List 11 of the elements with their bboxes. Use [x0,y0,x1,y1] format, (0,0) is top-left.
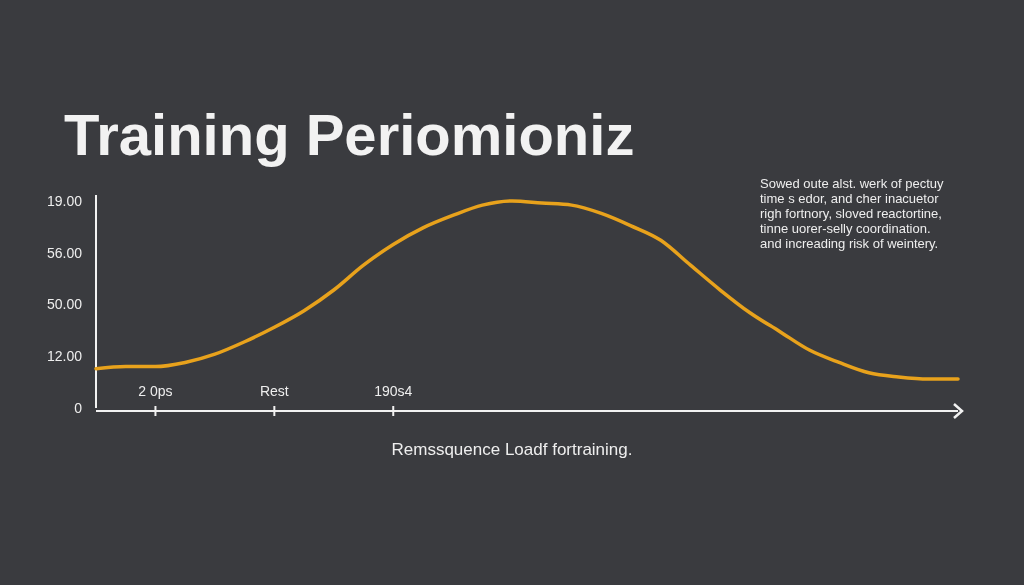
chart-title: Training Periomioniz [64,102,635,167]
x-tick-label: Rest [259,383,289,399]
annotation: 12.00 [46,348,83,365]
annotation: Sowed oute alst. werk of pectuy time s edor, and cher inacuetor righ fortnory, sloved reactortine, tinne uorer-selly coordination. and increading risk of weintery. [760,176,945,251]
x-tick-label: 190s4 [374,383,413,399]
annotation: 0 [74,399,83,416]
annotation: 19.00 [46,192,83,209]
x-tick-label: 2 0ps [138,383,173,399]
annotation: 50.00 [46,296,83,313]
annotation: 56.00 [46,244,83,261]
x-axis-title: Remssquence Loadf fortraining. [391,440,633,459]
